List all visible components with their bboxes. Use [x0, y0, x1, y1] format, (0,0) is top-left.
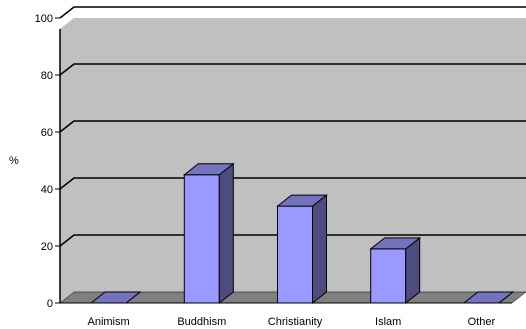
bar-side — [312, 194, 327, 305]
y-tick-label: 20 — [41, 241, 53, 253]
y-tick-label: 40 — [41, 184, 53, 196]
bar-top — [182, 163, 235, 176]
bar-top — [369, 237, 422, 250]
gridline — [59, 6, 526, 19]
labels: 0 20 40 60 80 100 Animism Buddhism Christianity I… — [35, 13, 496, 328]
y-axis-title: % — [9, 155, 19, 167]
plot-back-wall — [60, 18, 526, 303]
y-tick-label: 60 — [41, 127, 53, 139]
x-category-label: Islam — [375, 316, 401, 328]
bar-top — [89, 291, 142, 304]
bars — [89, 162, 515, 305]
gridline — [59, 63, 526, 76]
bar-side — [218, 162, 234, 305]
bar-front — [277, 205, 313, 304]
x-category-label: Animism — [88, 316, 130, 328]
y-tick-label: 80 — [41, 70, 53, 82]
bar-top — [276, 194, 328, 207]
bar — [369, 236, 422, 305]
gridline — [59, 120, 526, 133]
gridline — [59, 177, 526, 190]
x-category-label: Christianity — [268, 316, 323, 328]
gridline — [59, 234, 526, 247]
bar-front — [183, 174, 220, 304]
bar — [182, 162, 235, 305]
bar — [276, 194, 328, 305]
x-category-label: Other — [468, 316, 496, 328]
bar — [89, 291, 142, 304]
bar-front — [370, 248, 407, 304]
y-tick-label: 0 — [47, 298, 53, 310]
gridlines — [59, 6, 526, 247]
bar-top — [462, 291, 515, 304]
y-tick-label: 100 — [35, 13, 53, 25]
bar — [462, 291, 515, 304]
x-category-label: Buddhism — [177, 316, 226, 328]
